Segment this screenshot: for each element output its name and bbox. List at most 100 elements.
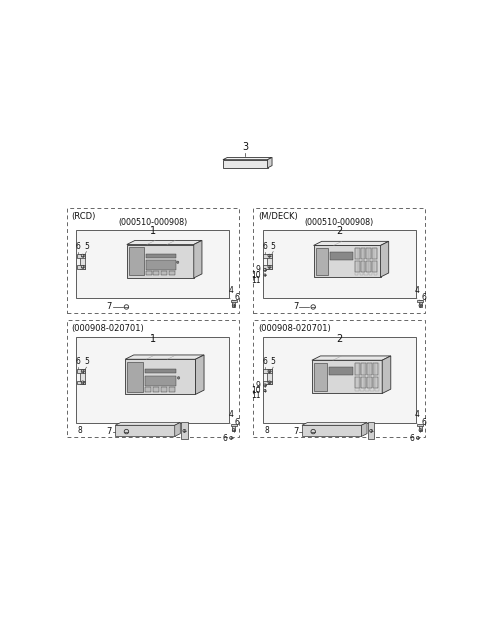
Bar [360, 363, 364, 391]
Text: 6: 6 [234, 293, 239, 302]
Bar [231, 299, 237, 302]
Text: 5: 5 [84, 358, 89, 367]
Text: 6: 6 [421, 293, 426, 302]
Polygon shape [127, 244, 194, 278]
Bar [263, 229, 416, 299]
Bar [145, 369, 177, 373]
Bar [373, 363, 378, 374]
Text: 6: 6 [76, 358, 81, 367]
Circle shape [264, 274, 266, 276]
Polygon shape [125, 355, 204, 359]
Bar [81, 369, 85, 384]
Circle shape [268, 370, 271, 372]
Bar [264, 381, 272, 384]
Bar [329, 367, 353, 375]
Bar [169, 387, 175, 392]
Bar [315, 248, 328, 274]
Text: 2: 2 [336, 334, 343, 344]
Bar [253, 208, 425, 313]
Bar [67, 320, 239, 437]
Bar [145, 254, 176, 258]
Bar [264, 369, 272, 373]
Bar [355, 248, 359, 274]
Text: 4: 4 [228, 410, 233, 419]
Text: (RCD): (RCD) [71, 212, 96, 221]
Polygon shape [175, 422, 180, 437]
Bar [369, 248, 372, 274]
Polygon shape [312, 356, 391, 360]
Circle shape [177, 377, 180, 379]
Polygon shape [127, 240, 202, 244]
Circle shape [232, 304, 235, 307]
Circle shape [268, 381, 271, 384]
Bar [418, 424, 423, 426]
Text: (000908-020701): (000908-020701) [71, 324, 144, 333]
Bar [370, 363, 374, 391]
Text: 6: 6 [409, 434, 414, 443]
Circle shape [81, 370, 84, 372]
Circle shape [419, 304, 422, 307]
Circle shape [264, 384, 266, 387]
Text: 2: 2 [336, 226, 343, 237]
Text: 8: 8 [264, 426, 269, 435]
Text: 6: 6 [263, 358, 267, 367]
Bar [181, 422, 188, 439]
Bar [367, 377, 372, 388]
Bar [168, 271, 175, 275]
Bar [355, 248, 360, 259]
Polygon shape [223, 158, 272, 160]
Polygon shape [302, 425, 361, 437]
Text: 11: 11 [251, 391, 261, 400]
Polygon shape [115, 425, 175, 437]
Text: 6: 6 [263, 242, 267, 251]
Bar [76, 229, 229, 299]
Polygon shape [223, 160, 267, 168]
Bar [81, 254, 85, 269]
Bar [361, 262, 365, 272]
Text: 1: 1 [150, 334, 156, 344]
Bar [67, 208, 239, 313]
Circle shape [229, 437, 233, 439]
Bar [375, 363, 379, 391]
Circle shape [264, 390, 266, 392]
Text: (M/DECK): (M/DECK) [258, 212, 298, 221]
Bar [264, 265, 272, 269]
Text: 9: 9 [256, 265, 261, 274]
Polygon shape [382, 356, 391, 394]
Text: 6: 6 [234, 418, 239, 427]
Bar [361, 248, 365, 259]
Bar [372, 248, 377, 259]
Text: 4: 4 [228, 286, 233, 295]
Polygon shape [194, 240, 202, 278]
Bar [77, 265, 85, 269]
Text: 6: 6 [421, 418, 426, 427]
Text: 7: 7 [106, 427, 111, 436]
Polygon shape [361, 422, 367, 437]
Polygon shape [115, 422, 180, 425]
Bar [418, 299, 423, 302]
Polygon shape [267, 158, 272, 168]
Bar [361, 363, 366, 374]
Circle shape [370, 429, 372, 432]
Polygon shape [381, 242, 389, 277]
Text: 6: 6 [222, 434, 227, 443]
Text: (000510-000908): (000510-000908) [305, 218, 374, 227]
Text: 8: 8 [77, 426, 82, 435]
Bar [367, 363, 372, 374]
Bar [145, 387, 151, 392]
Bar [145, 376, 177, 386]
Polygon shape [313, 242, 389, 246]
Circle shape [416, 437, 420, 439]
Bar [330, 252, 353, 260]
Text: 4: 4 [415, 286, 420, 295]
Bar [364, 248, 368, 274]
Polygon shape [195, 355, 204, 394]
Text: 7: 7 [106, 303, 111, 312]
Circle shape [268, 254, 271, 257]
Circle shape [268, 265, 271, 269]
Bar [253, 320, 425, 437]
Bar [263, 337, 416, 423]
Bar [366, 262, 371, 272]
Text: 5: 5 [271, 358, 276, 367]
Text: 6: 6 [76, 242, 81, 251]
